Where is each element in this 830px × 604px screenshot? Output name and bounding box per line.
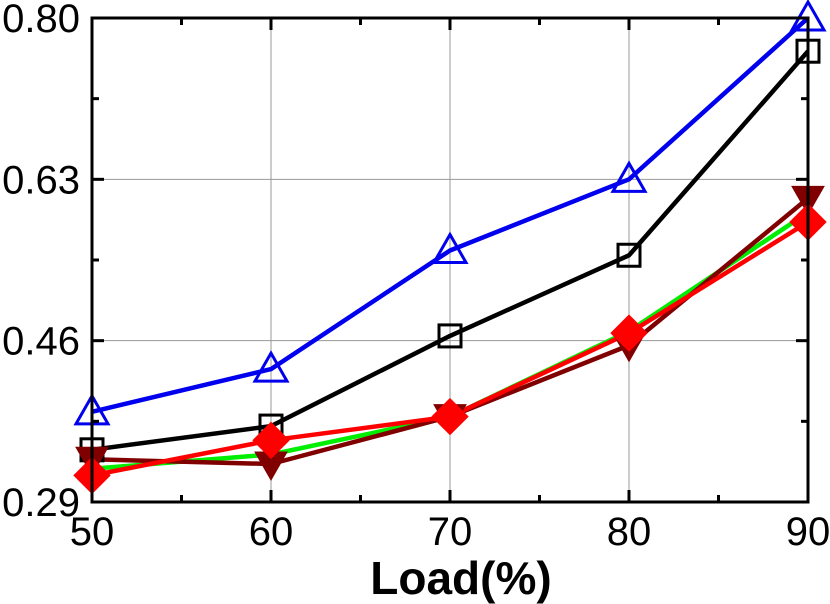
x-tick-label: 70 — [428, 510, 473, 554]
y-tick-label: 0.80 — [2, 0, 80, 41]
data-point-s3 — [437, 323, 463, 349]
data-point-s2 — [610, 160, 648, 193]
x-tick-label: 80 — [607, 510, 652, 554]
data-point-s5 — [431, 397, 469, 436]
axis-ticks: 50 60 70 80 90 0.29 0.46 0.63 0.80 — [2, 0, 830, 554]
y-tick-label: 0.63 — [2, 158, 80, 202]
grid — [92, 18, 808, 502]
y-tick-label: 0.29 — [2, 481, 80, 525]
series-line-3 — [91, 49, 810, 453]
y-tick-label: 0.46 — [2, 320, 80, 364]
x-axis-title: Load(%) — [370, 552, 551, 604]
data-point-s3 — [616, 242, 642, 268]
data-point-s5 — [252, 421, 290, 460]
series-line-2 — [91, 16, 810, 414]
x-tick-label: 50 — [70, 510, 115, 554]
data-point-s2 — [252, 350, 290, 383]
x-tick-label: 60 — [249, 510, 294, 554]
data-point-s5 — [610, 314, 648, 352]
x-tick-label: 90 — [786, 510, 830, 554]
data-point-s2 — [431, 231, 469, 265]
